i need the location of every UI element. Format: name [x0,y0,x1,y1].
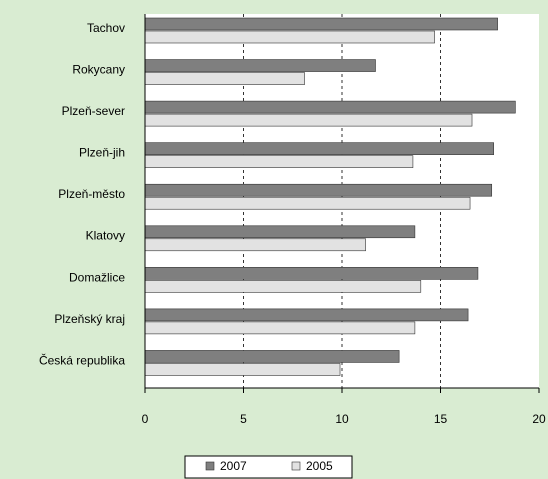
bar [144,238,366,252]
bar [144,308,469,322]
bar [144,183,493,197]
bar [144,225,416,239]
y-tick-label: Plzeňský kraj [54,312,125,326]
legend-label: 2007 [220,459,247,473]
bar [144,280,422,293]
y-tick-label: Plzeň-sever [62,104,125,118]
y-tick-label: Plzeň-jih [79,146,125,160]
legend-swatch [291,461,301,471]
bar [144,59,376,72]
y-tick-label: Klatovy [86,229,125,243]
y-tick-label: Rokycany [72,63,125,77]
bar [144,113,473,127]
bar [144,100,516,114]
bar [144,30,435,44]
bar [144,72,305,85]
x-tick-label: 15 [434,412,448,426]
x-tick-label: 10 [335,412,349,426]
y-tick-label: Česká republika [39,352,125,367]
legend [184,455,353,479]
bar [144,363,341,376]
legend-label: 2005 [306,459,333,473]
bar [144,267,479,280]
bar [144,17,498,31]
x-tick-label: 0 [142,412,149,426]
y-tick-label: Plzeň-město [58,187,125,201]
y-tick-label: Tachov [87,21,125,35]
x-tick-label: 5 [240,412,247,426]
y-tick-label: Domažlice [69,270,125,284]
bar [144,142,494,155]
bar [144,350,400,363]
x-tick-label: 20 [532,412,546,426]
bar [144,196,471,210]
bar [144,155,414,168]
bar [144,321,416,335]
legend-swatch [205,461,215,471]
